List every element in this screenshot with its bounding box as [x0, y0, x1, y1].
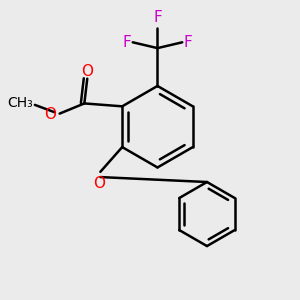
Text: O: O	[81, 64, 93, 79]
Text: F: F	[153, 11, 162, 26]
Text: O: O	[44, 107, 56, 122]
Text: F: F	[122, 35, 131, 50]
Text: CH₃: CH₃	[8, 96, 33, 110]
Text: O: O	[93, 176, 105, 191]
Text: F: F	[184, 35, 192, 50]
